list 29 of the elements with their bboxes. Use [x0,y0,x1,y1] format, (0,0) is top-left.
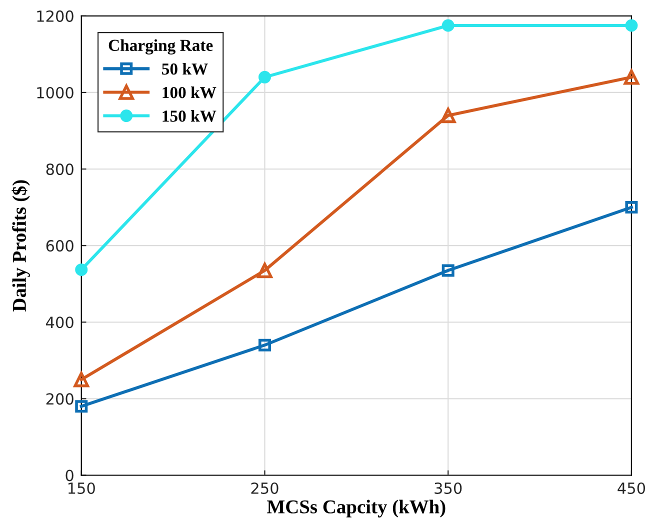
y-axis-title: Daily Profits ($) [12,180,30,312]
legend-label: 100 kW [162,86,216,98]
point [442,19,454,32]
point [624,70,640,85]
x-tick-label: 450 [618,482,646,494]
y-tick-label: 800 [46,164,74,176]
x-axis-title: MCSs Capcity (kWh) [267,500,446,518]
point [258,338,271,352]
point [625,201,638,214]
point [625,19,638,32]
legend-label: 150 kW [162,110,216,122]
x-tick-label: 150 [68,482,95,494]
point [75,400,88,413]
y-tick-label: 600 [46,240,74,252]
x-tick-label: 250 [251,482,278,494]
y-tick-label: 200 [46,393,74,405]
legend-title: Charging Rate [108,39,213,55]
y-tick-label: 0 [66,470,74,482]
legend-label: 50 kW [162,62,208,75]
y-tick-label: 400 [46,316,74,328]
point [74,372,90,388]
y-tick-label: 1000 [37,86,74,99]
point [442,264,454,277]
x-tick-label: 350 [434,482,462,494]
point [440,108,456,124]
y-tick-label: 1200 [37,10,74,22]
point [75,263,88,276]
point [257,262,272,278]
point [258,70,271,84]
